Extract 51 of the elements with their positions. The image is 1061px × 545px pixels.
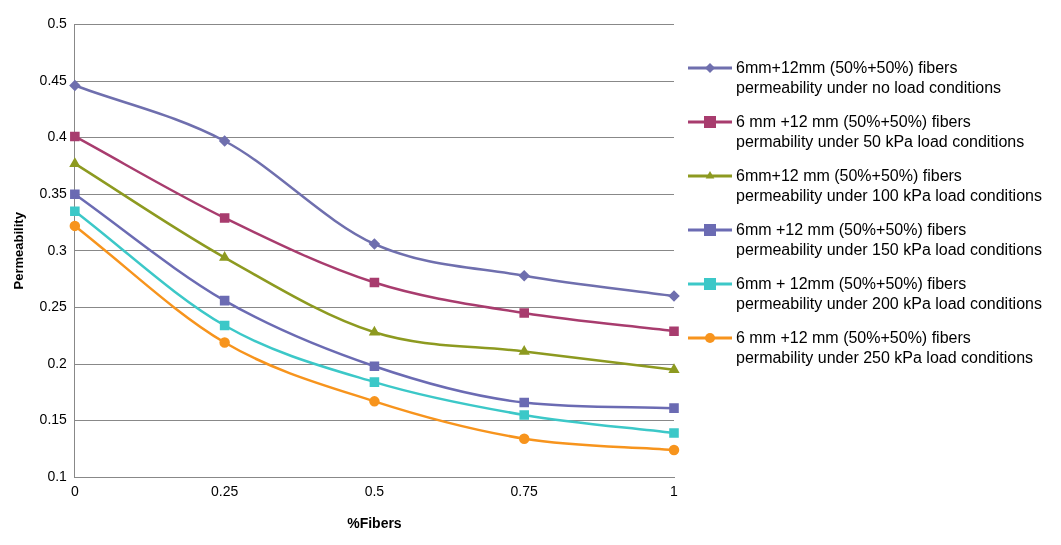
legend-label: 6 mm +12 mm (50%+50%) fibers permability under 250 kPa load conditions [736,328,1035,368]
x-tick-label: 1 [670,483,679,500]
point [519,308,529,318]
point [219,295,230,306]
legend-label: 6 mm +12 mm (50%+50%) fibers permability under 50 kPa load conditions [736,112,1026,152]
point [369,361,380,372]
point [70,189,80,199]
point [519,397,529,408]
point [668,290,680,302]
x-tick-label: 0.75 [510,483,539,500]
legend-label: 6mm+12mm (50%+50%) fibers permeability under no load conditions [736,58,1003,98]
point [369,377,380,387]
point [519,410,529,420]
point [669,428,679,438]
y-tick-label: 0.4 [47,128,68,145]
y-tick-label: 0.2 [47,354,68,371]
point [369,277,380,288]
point [219,337,230,348]
point [369,396,380,407]
y-tick-label: 0.35 [39,185,68,202]
point [669,326,679,336]
x-tick-label: 0.25 [211,483,239,500]
point [518,270,530,281]
point [518,433,530,444]
y-tick-label: 0.5 [47,15,68,32]
point [369,238,380,250]
y-tick-label: 0.3 [47,241,68,258]
point [219,213,230,223]
legend-label: 6mm + 12mm (50%+50%) fibers permeability under 200 kPa load conditions [736,274,1043,314]
point [69,80,81,91]
legend-label: 6mm +12 mm (50%+50%) fibers permeability under 150 kPa load conditions [736,220,1043,260]
point [70,206,80,216]
point [70,158,80,167]
point [219,320,230,331]
x-tick-label: 0 [70,483,79,500]
y-tick-label: 0.15 [39,411,68,428]
y-tick-label: 0.1 [47,468,68,485]
point [219,135,230,147]
y-axis-title: Permeability [11,211,27,290]
x-axis-title: %Fibers [347,515,402,532]
point [69,220,81,232]
point [669,364,679,373]
x-tick-label: 0.5 [364,483,385,500]
point [70,131,80,142]
point [219,252,230,261]
point [519,346,529,355]
point [669,403,679,413]
y-tick-label: 0.45 [39,71,68,88]
point [668,444,680,456]
legend-label: 6mm+12 mm (50%+50%) fibers permeability under 100 kPa load conditions [736,166,1043,206]
y-tick-label: 0.25 [39,298,68,315]
